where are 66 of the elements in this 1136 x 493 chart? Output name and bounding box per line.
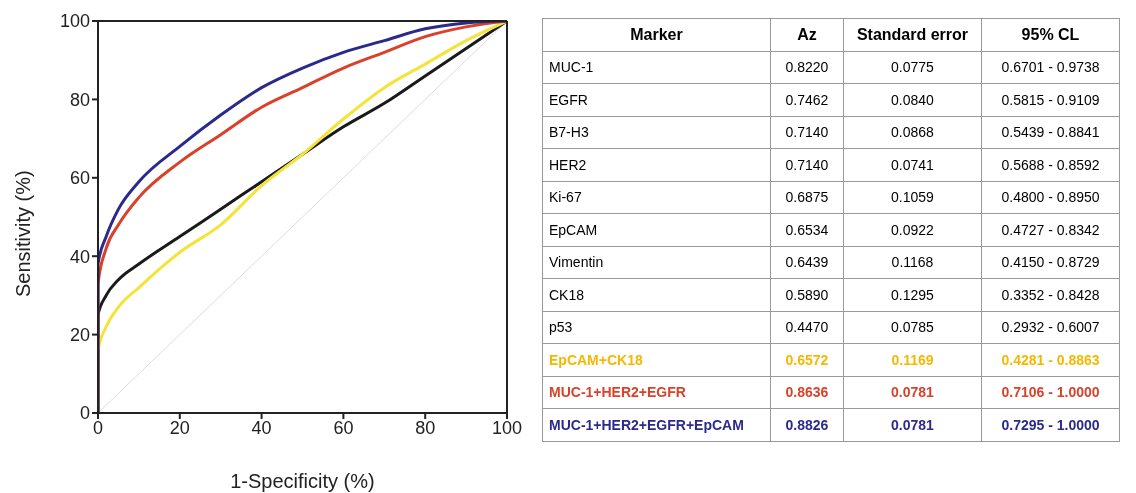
y-tick-label: 60 <box>69 168 90 189</box>
text: Standard error <box>843 18 982 51</box>
text: 0.1169 <box>843 343 982 376</box>
text: 0.7462 <box>770 83 844 116</box>
y-tick-label: 100 <box>59 11 90 32</box>
text: CK18 <box>542 278 771 311</box>
x-tick-label: 40 <box>251 417 272 438</box>
text: p53 <box>542 311 771 344</box>
text: 0.6701 - 0.9738 <box>981 51 1120 84</box>
y-axis-title: Sensitivity (%) <box>12 170 35 297</box>
text: B7-H3 <box>542 116 771 149</box>
x-tick-label: 20 <box>169 417 190 438</box>
text: 0.5439 - 0.8841 <box>981 116 1120 149</box>
text: 0.0781 <box>843 408 982 441</box>
text: 0.0785 <box>843 311 982 344</box>
x-axis-title: 1-Specificity (%) <box>230 470 375 492</box>
text: 95% CL <box>981 18 1120 51</box>
text: 0.6875 <box>770 181 844 214</box>
text: 0.1059 <box>843 181 982 214</box>
text: 0.5688 - 0.8592 <box>981 148 1120 181</box>
text: Vimentin <box>542 246 771 279</box>
text: 0.8220 <box>770 51 844 84</box>
text: EGFR <box>542 83 771 116</box>
text: 0.0840 <box>843 83 982 116</box>
text: 0.4470 <box>770 311 844 344</box>
text: MUC-1+HER2+EGFR+EpCAM <box>542 408 771 441</box>
text: 0.4281 - 0.8863 <box>981 343 1120 376</box>
text: 0.6439 <box>770 246 844 279</box>
y-tick-label: 20 <box>69 324 90 345</box>
text: 0.3352 - 0.8428 <box>981 278 1120 311</box>
text: 0.4727 - 0.8342 <box>981 213 1120 246</box>
text: 0.5815 - 0.9109 <box>981 83 1120 116</box>
text: EpCAM+CK18 <box>542 343 771 376</box>
text: 0.0775 <box>843 51 982 84</box>
text: 0.0868 <box>843 116 982 149</box>
x-tick-label: 100 <box>491 417 523 438</box>
text: 0.7295 - 1.0000 <box>981 408 1120 441</box>
text: 0.1168 <box>843 246 982 279</box>
text: 0.7140 <box>770 148 844 181</box>
text: 0.0741 <box>843 148 982 181</box>
text: 0.5890 <box>770 278 844 311</box>
text: 0.4800 - 0.8950 <box>981 181 1120 214</box>
text: 0.0781 <box>843 376 982 409</box>
x-tick-label: 60 <box>333 417 354 438</box>
text: 0.4150 - 0.8729 <box>981 246 1120 279</box>
text: Ki-67 <box>542 181 771 214</box>
text: EpCAM <box>542 213 771 246</box>
y-tick-label: 40 <box>69 246 90 267</box>
text: MUC-1 <box>542 51 771 84</box>
text: 0.6534 <box>770 213 844 246</box>
text: Az <box>770 18 844 51</box>
text: Marker <box>542 18 771 51</box>
text: 0.0922 <box>843 213 982 246</box>
y-tick-label: 0 <box>79 403 90 424</box>
y-tick-label: 80 <box>69 89 90 110</box>
text: 0.1295 <box>843 278 982 311</box>
x-tick-label: 80 <box>415 417 436 438</box>
text: 0.8826 <box>770 408 844 441</box>
text: 0.8636 <box>770 376 844 409</box>
text: 0.7106 - 1.0000 <box>981 376 1120 409</box>
text: HER2 <box>542 148 771 181</box>
text: 0.6572 <box>770 343 844 376</box>
text: MUC-1+HER2+EGFR <box>542 376 771 409</box>
text: 0.2932 - 0.6007 <box>981 311 1120 344</box>
text: 0.7140 <box>770 116 844 149</box>
x-tick-label: 0 <box>92 417 104 438</box>
